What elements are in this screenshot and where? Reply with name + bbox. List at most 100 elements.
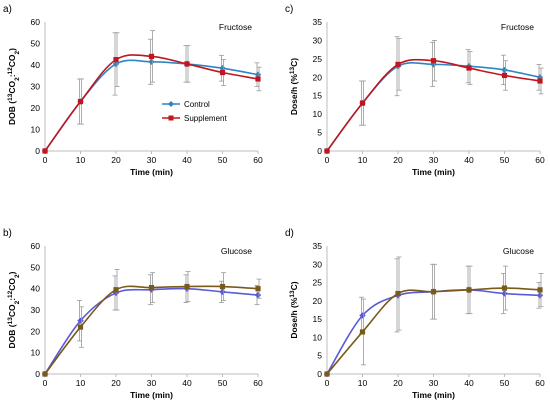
- y-tick-label: 50: [31, 39, 41, 49]
- data-point: [219, 288, 226, 296]
- data-point: [537, 287, 543, 293]
- y-tick-label: 35: [313, 17, 323, 27]
- data-point: [324, 148, 330, 154]
- data-point: [184, 283, 190, 290]
- panel-subtitle: Glucose: [221, 246, 252, 256]
- x-tick-label: 50: [218, 378, 228, 388]
- y-tick-label: 25: [313, 54, 323, 64]
- legend-label: Control: [184, 100, 210, 109]
- y-axis-label: Dose/h (%13C): [289, 281, 300, 338]
- data-point: [113, 287, 119, 293]
- data-point: [255, 286, 261, 292]
- x-axis-label: Time (min): [412, 167, 455, 177]
- x-tick-label: 0: [325, 378, 330, 388]
- legend-item: Supplement: [162, 114, 227, 123]
- series-supplement: [42, 269, 262, 377]
- x-tick-label: 60: [535, 378, 545, 388]
- x-tick-label: 50: [500, 378, 510, 388]
- y-tick-label: 30: [31, 82, 41, 92]
- y-tick-label: 0: [317, 369, 322, 379]
- y-tick-label: 60: [31, 241, 41, 251]
- legend-swatch-marker: [168, 101, 174, 107]
- y-tick-label: 40: [31, 60, 41, 70]
- data-point: [113, 57, 119, 63]
- x-tick-label: 60: [253, 155, 263, 165]
- data-point: [77, 98, 84, 105]
- series-line: [44, 285, 259, 375]
- y-tick-label: 30: [31, 305, 41, 315]
- x-tick-label: 10: [76, 378, 86, 388]
- data-point: [395, 290, 401, 297]
- x-axis-label: Time (min): [412, 390, 455, 400]
- y-tick-label: 30: [313, 35, 323, 45]
- data-point: [148, 53, 155, 59]
- series-control: [323, 36, 544, 155]
- data-point: [184, 61, 190, 67]
- x-tick-label: 50: [218, 155, 228, 165]
- data-point: [219, 65, 226, 72]
- y-axis-label: Dose/h (%13C): [289, 58, 300, 115]
- y-tick-label: 20: [313, 296, 323, 306]
- x-tick-label: 0: [43, 378, 48, 388]
- x-tick-label: 20: [111, 378, 121, 388]
- x-tick-label: 20: [393, 155, 403, 165]
- series-control: [41, 32, 262, 155]
- data-point: [148, 285, 155, 291]
- chart-panel-d: 0 5 10 15 20 25 30 35 0 10 20 30 40 50 60 d) Glucose Time…: [285, 228, 545, 400]
- y-tick-label: 15: [313, 91, 323, 101]
- x-axis-label: Time (min): [130, 390, 173, 400]
- y-tick-label: 10: [313, 109, 323, 119]
- data-point: [324, 371, 330, 377]
- x-tick-label: 60: [535, 155, 545, 165]
- data-point: [112, 60, 120, 68]
- data-point: [501, 285, 508, 291]
- panel-subtitle: Fructose: [501, 22, 534, 32]
- y-tick-label: 0: [317, 146, 322, 156]
- panel-letter: c): [285, 4, 293, 15]
- x-tick-label: 20: [111, 155, 121, 165]
- y-tick-label: 5: [317, 351, 322, 361]
- x-tick-label: 60: [253, 378, 263, 388]
- x-tick-label: 40: [464, 378, 474, 388]
- data-point: [359, 312, 366, 319]
- data-point: [42, 371, 48, 377]
- chart-panel-b: 0 10 20 30 40 50 60 0 10 20 30 40 50 60 b) Glucose Time …: [3, 228, 263, 400]
- data-point: [254, 291, 262, 299]
- data-point: [77, 324, 84, 330]
- series-line: [326, 58, 541, 152]
- data-point: [536, 292, 544, 299]
- data-point: [359, 100, 366, 106]
- legend: Control Supplement: [162, 100, 227, 123]
- data-point: [466, 287, 472, 293]
- series-supplement: [324, 256, 544, 377]
- panel-subtitle: Glucose: [503, 246, 534, 256]
- panel-letter: d): [285, 228, 294, 239]
- y-tick-label: 35: [313, 241, 323, 251]
- series-supplement: [324, 38, 544, 154]
- x-axis-label: Time (min): [130, 167, 173, 177]
- y-tick-label: 20: [31, 326, 41, 336]
- panel-letter: b): [3, 228, 12, 239]
- y-tick-label: 25: [313, 278, 323, 288]
- x-tick-label: 20: [393, 378, 403, 388]
- x-tick-label: 40: [182, 155, 192, 165]
- data-point: [77, 317, 84, 324]
- y-tick-label: 0: [35, 146, 40, 156]
- series-line: [326, 287, 541, 375]
- data-point: [255, 76, 261, 82]
- y-tick-label: 5: [317, 128, 322, 138]
- x-tick-label: 30: [429, 378, 439, 388]
- series-control: [323, 258, 544, 378]
- chart-panel-c: 0 5 10 15 20 25 30 35 0 10 20 30 40 50 60 c) Fructose Tim…: [285, 4, 545, 177]
- y-tick-label: 20: [31, 103, 41, 113]
- series-line: [326, 289, 541, 375]
- data-point: [430, 58, 437, 64]
- y-tick-label: 40: [31, 284, 41, 294]
- x-tick-label: 40: [182, 378, 192, 388]
- data-point: [430, 289, 437, 295]
- data-point: [42, 148, 48, 154]
- legend-swatch-marker: [168, 115, 174, 121]
- x-tick-label: 30: [147, 378, 157, 388]
- panel-subtitle: Fructose: [219, 22, 252, 32]
